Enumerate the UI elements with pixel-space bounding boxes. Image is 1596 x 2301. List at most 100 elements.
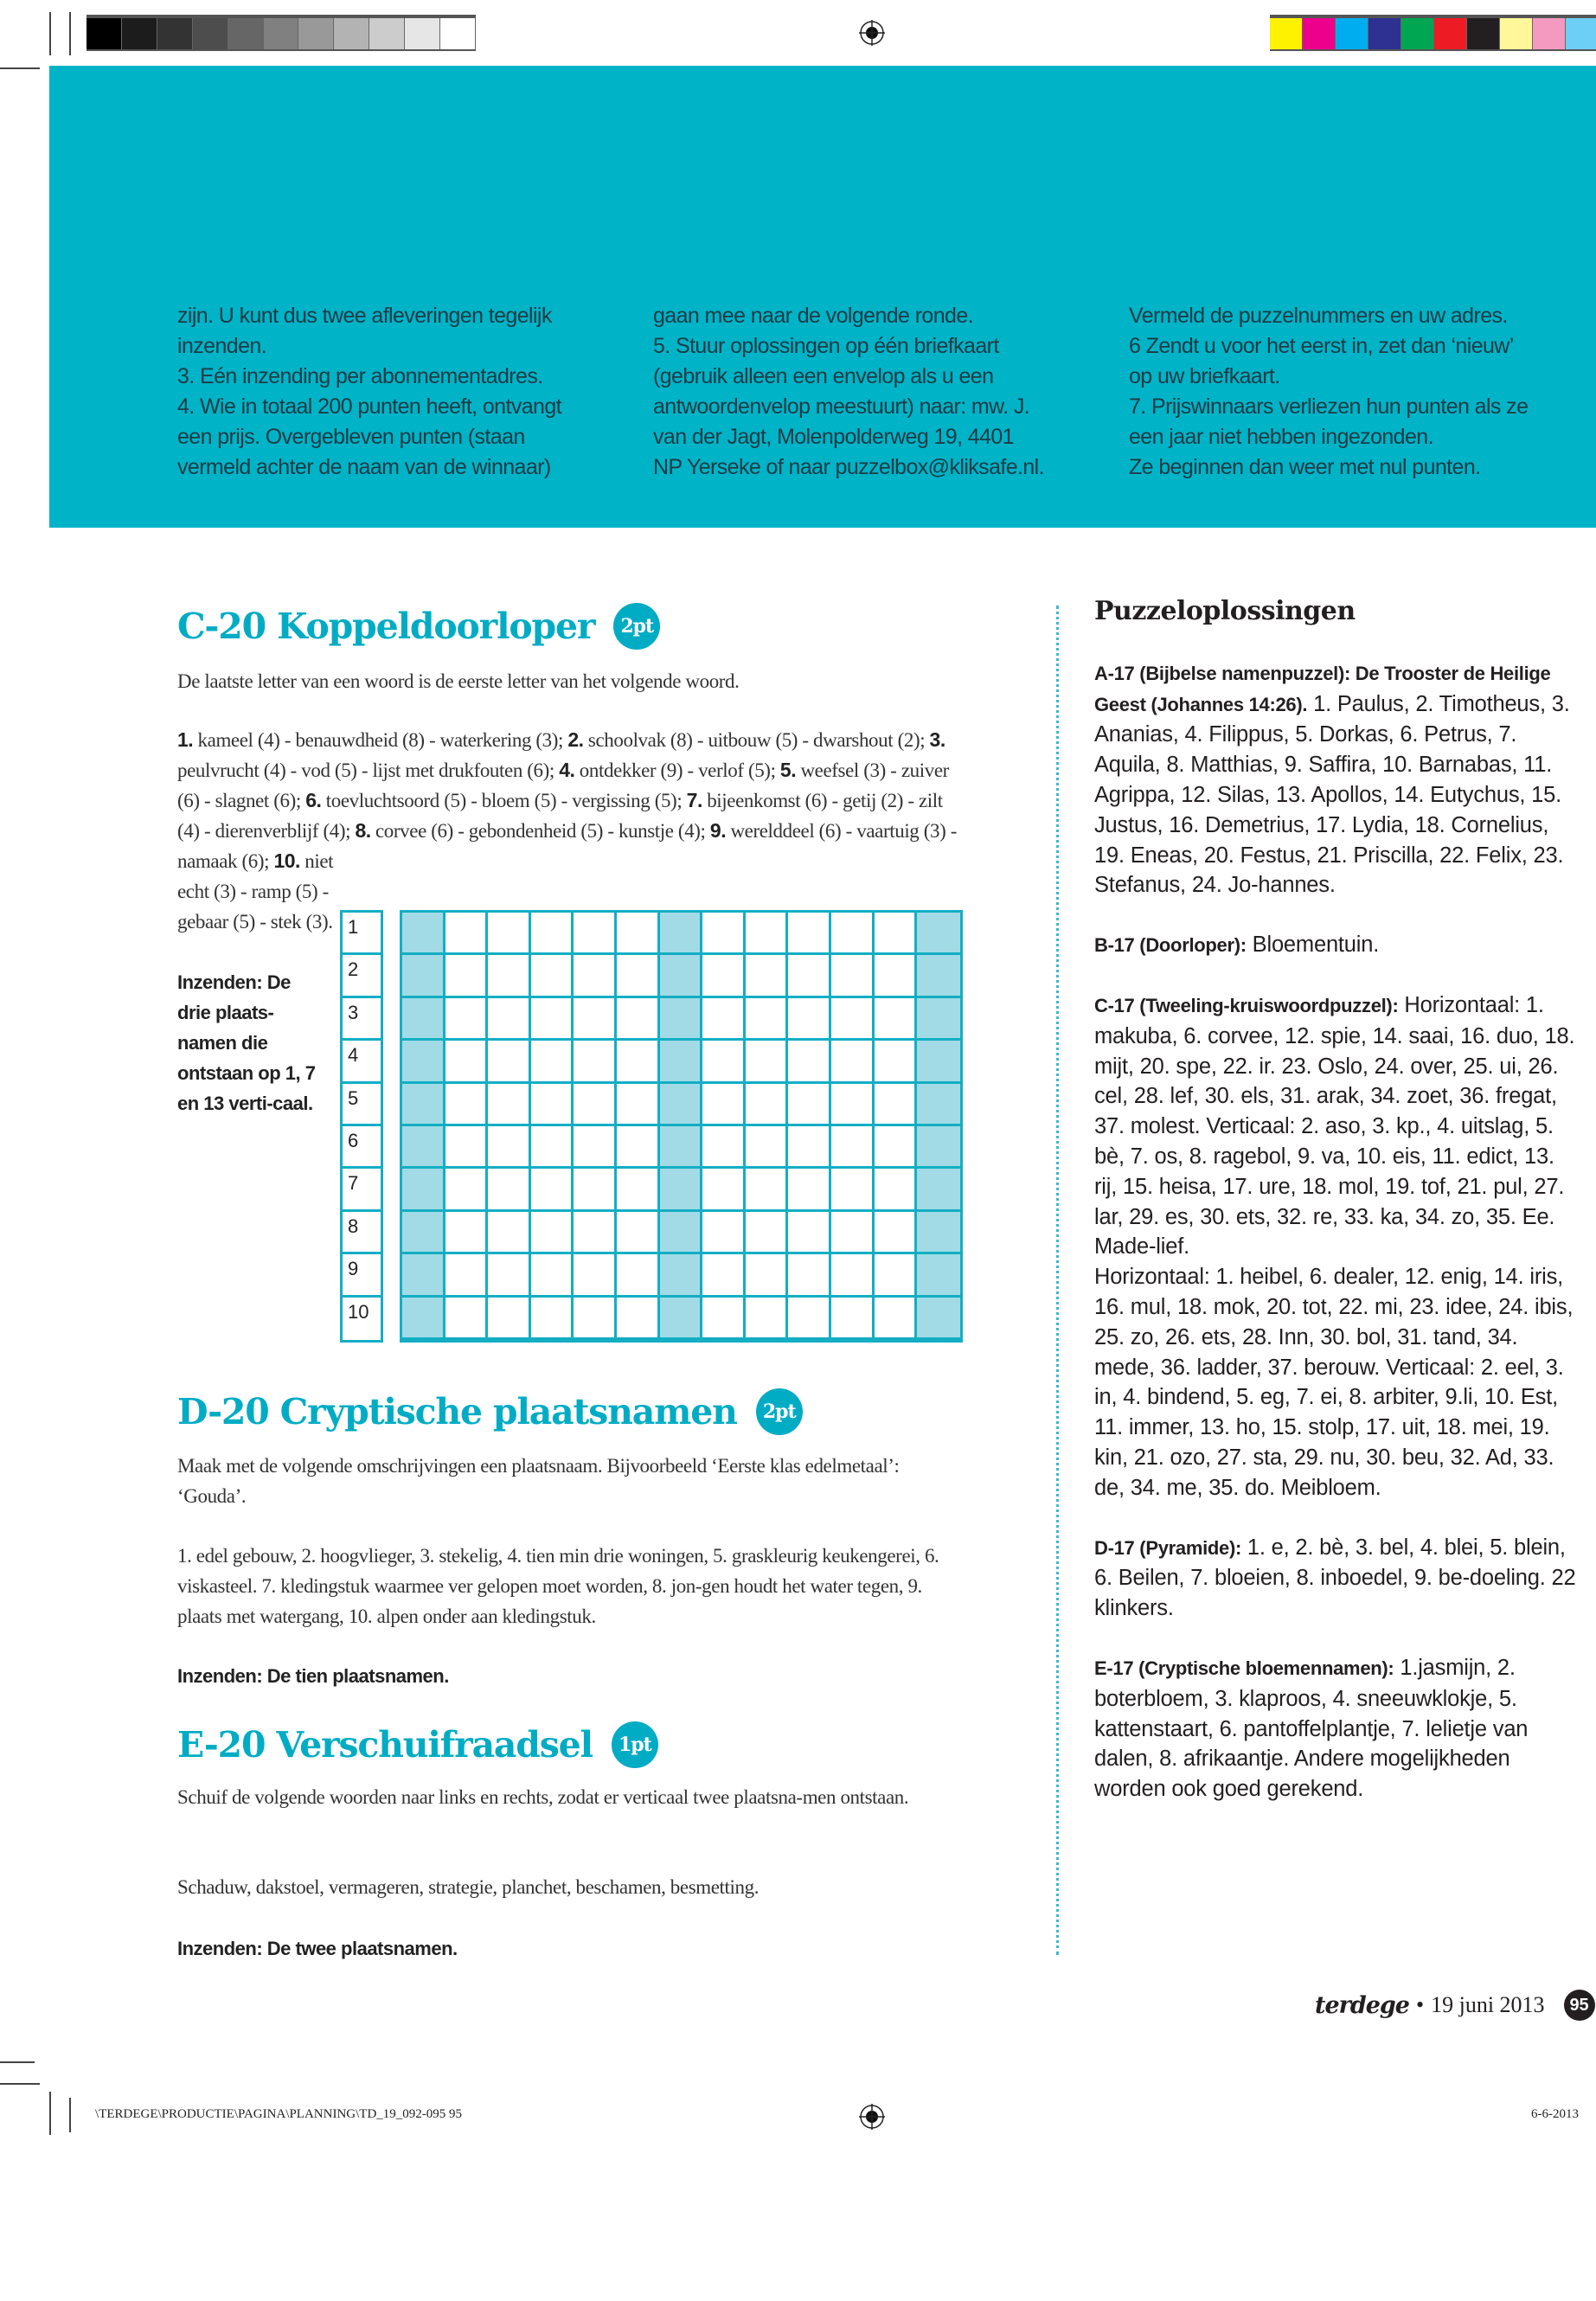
grid-cell[interactable] — [488, 913, 531, 956]
grid-cell[interactable] — [574, 997, 617, 1042]
grid-cell[interactable] — [659, 1083, 703, 1126]
grid-cell[interactable] — [830, 913, 875, 956]
grid-cell[interactable] — [616, 1083, 660, 1126]
grid-cell[interactable] — [874, 1083, 918, 1126]
grid-cell[interactable] — [659, 1211, 703, 1255]
grid-cell[interactable] — [745, 1083, 789, 1126]
grid-cell[interactable] — [402, 1297, 445, 1340]
grid-cell[interactable] — [402, 913, 445, 956]
grid-cell[interactable] — [574, 955, 617, 998]
grid-cell[interactable] — [402, 1169, 445, 1212]
grid-cell[interactable] — [745, 913, 789, 956]
grid-cell[interactable] — [445, 913, 489, 956]
grid-cell[interactable] — [874, 1169, 918, 1212]
grid-cell[interactable] — [788, 1297, 831, 1340]
grid-cell[interactable] — [530, 955, 574, 998]
grid-cell[interactable] — [874, 1254, 918, 1298]
grid-cell[interactable] — [659, 1297, 703, 1340]
grid-cell[interactable] — [488, 997, 531, 1042]
grid-cell[interactable] — [659, 997, 703, 1042]
grid-cell[interactable] — [659, 955, 703, 998]
grid-cell[interactable] — [445, 1297, 489, 1340]
grid-cell[interactable] — [830, 955, 875, 998]
grid-cell[interactable] — [574, 1254, 617, 1298]
grid-cell[interactable] — [917, 1211, 960, 1255]
grid-cell[interactable] — [917, 1297, 960, 1340]
grid-cell[interactable] — [702, 955, 746, 998]
grid-cell[interactable] — [917, 1169, 960, 1212]
grid-cell[interactable] — [745, 1041, 789, 1084]
grid-cell[interactable] — [659, 913, 703, 956]
grid-cell[interactable] — [530, 1297, 574, 1340]
grid-cell[interactable] — [574, 1041, 617, 1084]
grid-cell[interactable] — [445, 1041, 489, 1084]
grid-cell[interactable] — [874, 1211, 918, 1255]
grid-cell[interactable] — [616, 1254, 660, 1298]
grid-cell[interactable] — [488, 955, 531, 998]
grid-cell[interactable] — [788, 1041, 831, 1084]
grid-cell[interactable] — [745, 1211, 789, 1255]
grid-cell[interactable] — [830, 1297, 875, 1340]
grid-cell[interactable] — [917, 1083, 960, 1126]
grid-cell[interactable] — [530, 1041, 574, 1084]
grid-cell[interactable] — [788, 1211, 831, 1255]
grid-cell[interactable] — [874, 1041, 918, 1084]
grid-cell[interactable] — [830, 1169, 875, 1212]
grid-cell[interactable] — [574, 1125, 617, 1170]
grid-cell[interactable] — [574, 1297, 617, 1340]
grid-cell[interactable] — [659, 1169, 703, 1212]
grid-cell[interactable] — [788, 997, 831, 1042]
grid-cell[interactable] — [616, 997, 660, 1042]
grid-cell[interactable] — [788, 955, 831, 998]
grid-cell[interactable] — [702, 1211, 746, 1255]
grid-cell[interactable] — [874, 1125, 918, 1170]
grid-cell[interactable] — [788, 1254, 831, 1298]
grid-cell[interactable] — [659, 1041, 703, 1084]
grid-cell[interactable] — [616, 1169, 660, 1212]
grid-cell[interactable] — [488, 1297, 531, 1340]
grid-cell[interactable] — [830, 1083, 875, 1126]
grid-cell[interactable] — [917, 913, 960, 956]
grid-cell[interactable] — [402, 1083, 445, 1126]
grid-cell[interactable] — [788, 913, 831, 956]
grid-cell[interactable] — [574, 913, 617, 956]
grid-cell[interactable] — [574, 1169, 617, 1212]
grid-cell[interactable] — [745, 1169, 789, 1212]
grid-cell[interactable] — [702, 1169, 746, 1212]
grid-cell[interactable] — [702, 1041, 746, 1084]
grid-cell[interactable] — [830, 1211, 875, 1255]
grid-cell[interactable] — [659, 1254, 703, 1298]
grid-cell[interactable] — [402, 955, 445, 998]
grid-cell[interactable] — [830, 1254, 875, 1298]
grid-cell[interactable] — [788, 1083, 831, 1126]
grid-cell[interactable] — [445, 997, 489, 1042]
grid-cell[interactable] — [530, 1125, 574, 1170]
grid-cell[interactable] — [702, 1254, 746, 1298]
grid-cell[interactable] — [488, 1254, 531, 1298]
grid-cell[interactable] — [917, 1041, 960, 1084]
grid-cell[interactable] — [874, 913, 918, 956]
grid-cell[interactable] — [445, 1254, 489, 1298]
grid-cell[interactable] — [702, 913, 746, 956]
grid-cell[interactable] — [402, 1254, 445, 1298]
grid-cell[interactable] — [530, 1211, 574, 1255]
grid-cell[interactable] — [745, 1297, 789, 1340]
grid-cell[interactable] — [445, 955, 489, 998]
grid-cell[interactable] — [445, 1083, 489, 1126]
grid-cell[interactable] — [488, 1041, 531, 1084]
grid-cell[interactable] — [917, 1254, 960, 1298]
grid-cell[interactable] — [574, 1211, 617, 1255]
grid-cell[interactable] — [445, 1211, 489, 1255]
grid-cell[interactable] — [874, 1297, 918, 1340]
grid-cell[interactable] — [616, 1041, 660, 1084]
grid-cell[interactable] — [530, 1169, 574, 1212]
grid-cell[interactable] — [402, 1211, 445, 1255]
grid-cell[interactable] — [616, 1297, 660, 1340]
grid-cell[interactable] — [530, 997, 574, 1042]
grid-cell[interactable] — [745, 997, 789, 1042]
grid-cell[interactable] — [445, 1169, 489, 1212]
grid-cell[interactable] — [402, 997, 445, 1042]
grid-cell[interactable] — [788, 1169, 831, 1212]
grid-cell[interactable] — [745, 955, 789, 998]
grid-cell[interactable] — [830, 1041, 875, 1084]
